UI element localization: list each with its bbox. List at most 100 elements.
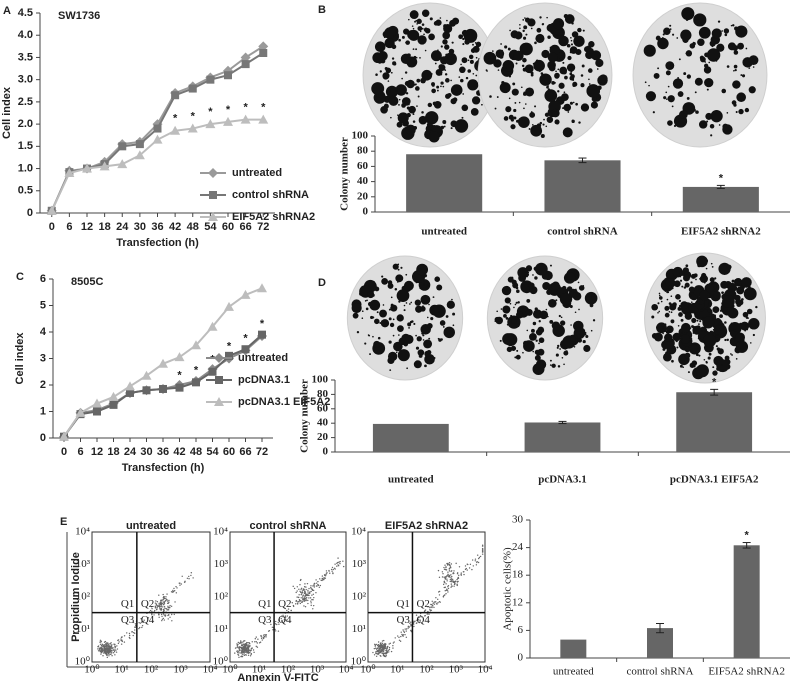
quadrant-label: Q3 [121,614,135,626]
colony-dot [689,294,692,297]
colony-dot [730,24,733,27]
colony-dot [518,101,521,104]
colony-dot [686,97,690,100]
event-dot [398,639,401,641]
colony-dot [522,57,527,63]
colony-dot [500,308,503,310]
colony-dot [374,41,386,53]
event-dot [284,616,287,618]
colony-dot [510,118,514,122]
marker [206,75,215,84]
colony-dot [670,295,673,298]
colony-dot [440,85,442,88]
colony-dot [388,340,392,344]
colony-dot [438,64,446,71]
event-dot [384,643,386,646]
colony-dot [680,29,692,41]
y-tick-label: 100 [352,130,369,142]
colony-dot [644,81,647,84]
colony-dot [663,96,667,100]
colony-dot [442,326,445,328]
colony-dot [551,321,561,330]
event-dot [251,647,253,649]
colony-dot [657,37,669,50]
event-dot [375,655,378,657]
colony-dot [359,291,364,296]
event-dot [175,585,177,588]
colony-dot [723,28,730,34]
colony-dot [541,49,550,59]
event-dot [318,586,321,588]
event-dot [308,587,310,590]
colony-dot [575,288,577,291]
event-dot [337,557,339,559]
event-dot [256,646,259,648]
x-tick-label: 54 [206,446,219,458]
event-dot [102,645,105,648]
event-dot [381,652,384,654]
colony-dot [693,108,696,112]
event-dot [445,583,447,585]
colony-dot [460,78,464,83]
event-dot [310,604,312,607]
event-dot [108,655,110,657]
colony-dot [577,281,580,284]
colony-dot [367,291,375,299]
colony-dot [391,57,395,60]
colony-dot [415,48,418,51]
colony-dot [573,35,585,47]
colony-dot [387,351,398,362]
event-dot [313,586,316,588]
event-dot [296,590,298,592]
colony-dot [390,71,393,74]
event-dot [319,578,321,580]
colony-dot [522,29,525,33]
event-dot [110,642,112,644]
legend-label: untreated [232,167,282,179]
event-dot [123,635,126,637]
colony-dot [433,21,439,26]
event-dot [255,636,257,638]
colony-dot [519,27,521,30]
colony-dot [447,330,453,337]
marker [258,114,269,124]
colony-dot [397,349,410,362]
y-tick-label: 12 [512,596,523,608]
event-dot [405,628,408,630]
x-tick-label: 72 [256,446,268,458]
colony-dot [426,122,431,127]
y-tick-label: 18 [512,569,524,581]
colony-dot [508,298,511,301]
colony-dot [411,320,414,323]
event-dot [452,572,455,574]
marker [117,159,128,169]
colony-dot [499,54,504,59]
colony-dot [684,352,691,359]
x-tick-label: pcDNA3.1 EIF5A2 [670,474,759,486]
colony-dot [513,306,515,309]
significance-mark: * [261,102,266,114]
event-dot [134,629,136,631]
event-dot [163,602,165,604]
colony-dot [509,29,511,32]
colony-dot [569,279,572,281]
colony-dot [748,324,751,327]
event-dot [302,594,304,596]
colony-dot [398,38,401,42]
event-dot [293,587,296,590]
colony-dot [701,272,707,278]
event-dot [162,617,165,620]
event-dot [466,569,468,571]
colony-dot [351,302,362,314]
significance-mark: * [177,370,182,382]
quadrant-label: Q3 [258,614,272,626]
colony-dot [745,47,748,50]
event-dot [424,609,426,612]
colony-dot [676,346,679,349]
colony-dot [534,276,538,280]
event-dot [241,642,243,644]
event-dot [408,626,410,628]
colony-dot [721,30,723,32]
colony-dot [664,312,670,318]
